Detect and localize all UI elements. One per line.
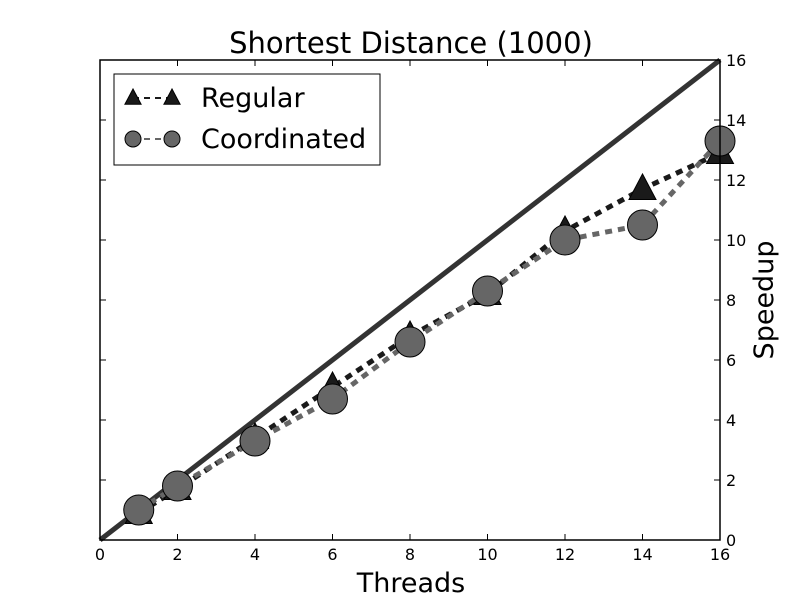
y-axis-label: Speedup	[749, 241, 780, 360]
point-coordinated	[162, 470, 193, 502]
point-regular	[628, 172, 657, 200]
y-tick-label: 12	[726, 171, 746, 190]
legend-label-coordinated: Coordinated	[201, 124, 366, 155]
x-tick-label: 6	[327, 545, 337, 564]
y-tick-label: 14	[726, 111, 746, 130]
legend-marker-regular	[124, 87, 142, 105]
y-tick-label: 8	[726, 291, 736, 310]
y-tick-label: 6	[726, 351, 736, 370]
x-tick-label: 2	[172, 545, 182, 564]
chart-title: Shortest Distance (1000)	[229, 26, 593, 60]
point-coordinated	[394, 326, 426, 358]
x-tick-label: 10	[477, 545, 497, 564]
point-coordinated	[627, 209, 658, 241]
series-line-regular	[137, 150, 722, 516]
point-coordinated	[239, 425, 271, 457]
x-tick-label: 14	[632, 545, 652, 564]
legend: Regular Coordinated	[113, 73, 381, 166]
y-tick-label: 10	[726, 231, 746, 250]
legend-marker-regular	[163, 87, 181, 105]
legend-label-regular: Regular	[201, 83, 305, 114]
y-tick-label: 0	[726, 531, 736, 550]
y-tick-label: 16	[726, 51, 746, 70]
x-tick-label: 12	[555, 545, 575, 564]
plot-marks	[98, 58, 736, 542]
legend-marker-coordinated	[124, 130, 142, 148]
point-coordinated	[123, 494, 155, 526]
x-tick-label: 16	[710, 545, 730, 564]
y-tick-label: 4	[726, 411, 736, 430]
x-tick-label: 8	[405, 545, 415, 564]
y-tick-label: 2	[726, 471, 736, 490]
point-coordinated	[549, 224, 581, 256]
point-coordinated	[317, 383, 348, 415]
x-tick-label: 0	[95, 545, 105, 564]
reference-line	[98, 58, 722, 542]
x-axis-label: Threads	[356, 568, 465, 599]
legend-marker-coordinated	[163, 130, 181, 148]
legend-box	[113, 73, 381, 166]
x-tick-label: 4	[250, 545, 260, 564]
point-coordinated	[472, 275, 503, 307]
